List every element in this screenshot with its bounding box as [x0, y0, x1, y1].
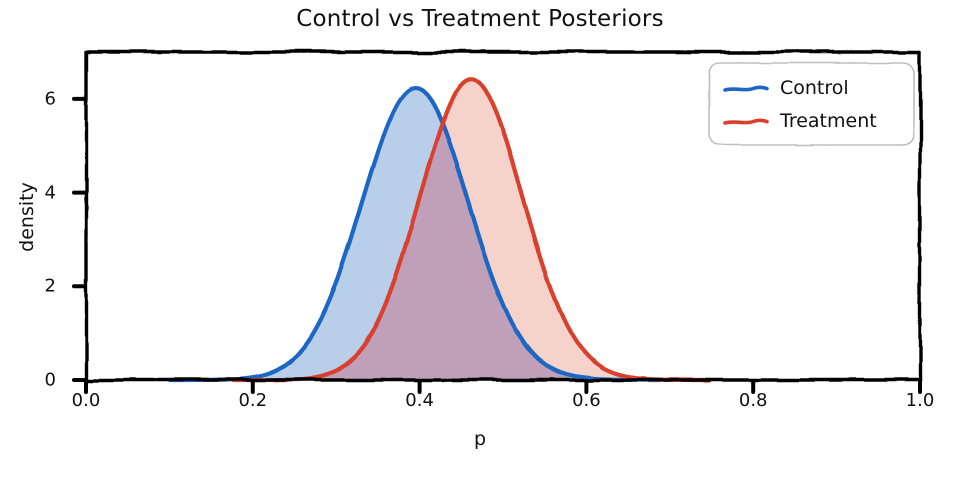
- y-axis-label: density: [16, 182, 38, 252]
- series-line-treatment: [231, 77, 712, 383]
- legend-label: Control: [780, 76, 849, 99]
- x-tick-label: 0.0: [71, 390, 101, 411]
- legend: Control Treatment: [709, 63, 914, 145]
- legend-entries: Control Treatment: [709, 63, 914, 145]
- x-axis-label: p: [473, 428, 487, 450]
- y-tick-labels: 0 2 4 6: [0, 0, 56, 480]
- legend-item-treatment[interactable]: Treatment: [723, 104, 914, 137]
- x-tick-label: 0.2: [238, 390, 268, 411]
- y-tick-label: 2: [44, 275, 56, 297]
- series-line-control: [167, 85, 664, 383]
- legend-line-swatch: [723, 114, 769, 128]
- x-axis-ticks: [84, 379, 922, 394]
- series-area-overlap: [233, 124, 661, 380]
- legend-label: Treatment: [780, 109, 877, 132]
- chart-title: Control vs Treatment Posteriors: [296, 6, 664, 32]
- legend-item-control[interactable]: Control: [723, 71, 914, 104]
- y-axis-ticks: [72, 96, 87, 382]
- x-tick-label: 0.8: [738, 390, 768, 411]
- y-tick-label: 6: [44, 88, 56, 110]
- y-tick-label: 4: [44, 182, 56, 204]
- x-tick-label: 0.4: [405, 390, 434, 411]
- legend-line-swatch: [723, 81, 769, 95]
- legend-frame: [708, 62, 915, 146]
- y-tick-label: 0: [44, 369, 56, 391]
- axis-frame: [84, 50, 922, 382]
- x-tick-label: 0.6: [572, 390, 601, 411]
- x-tick-label: 1.0: [905, 390, 935, 411]
